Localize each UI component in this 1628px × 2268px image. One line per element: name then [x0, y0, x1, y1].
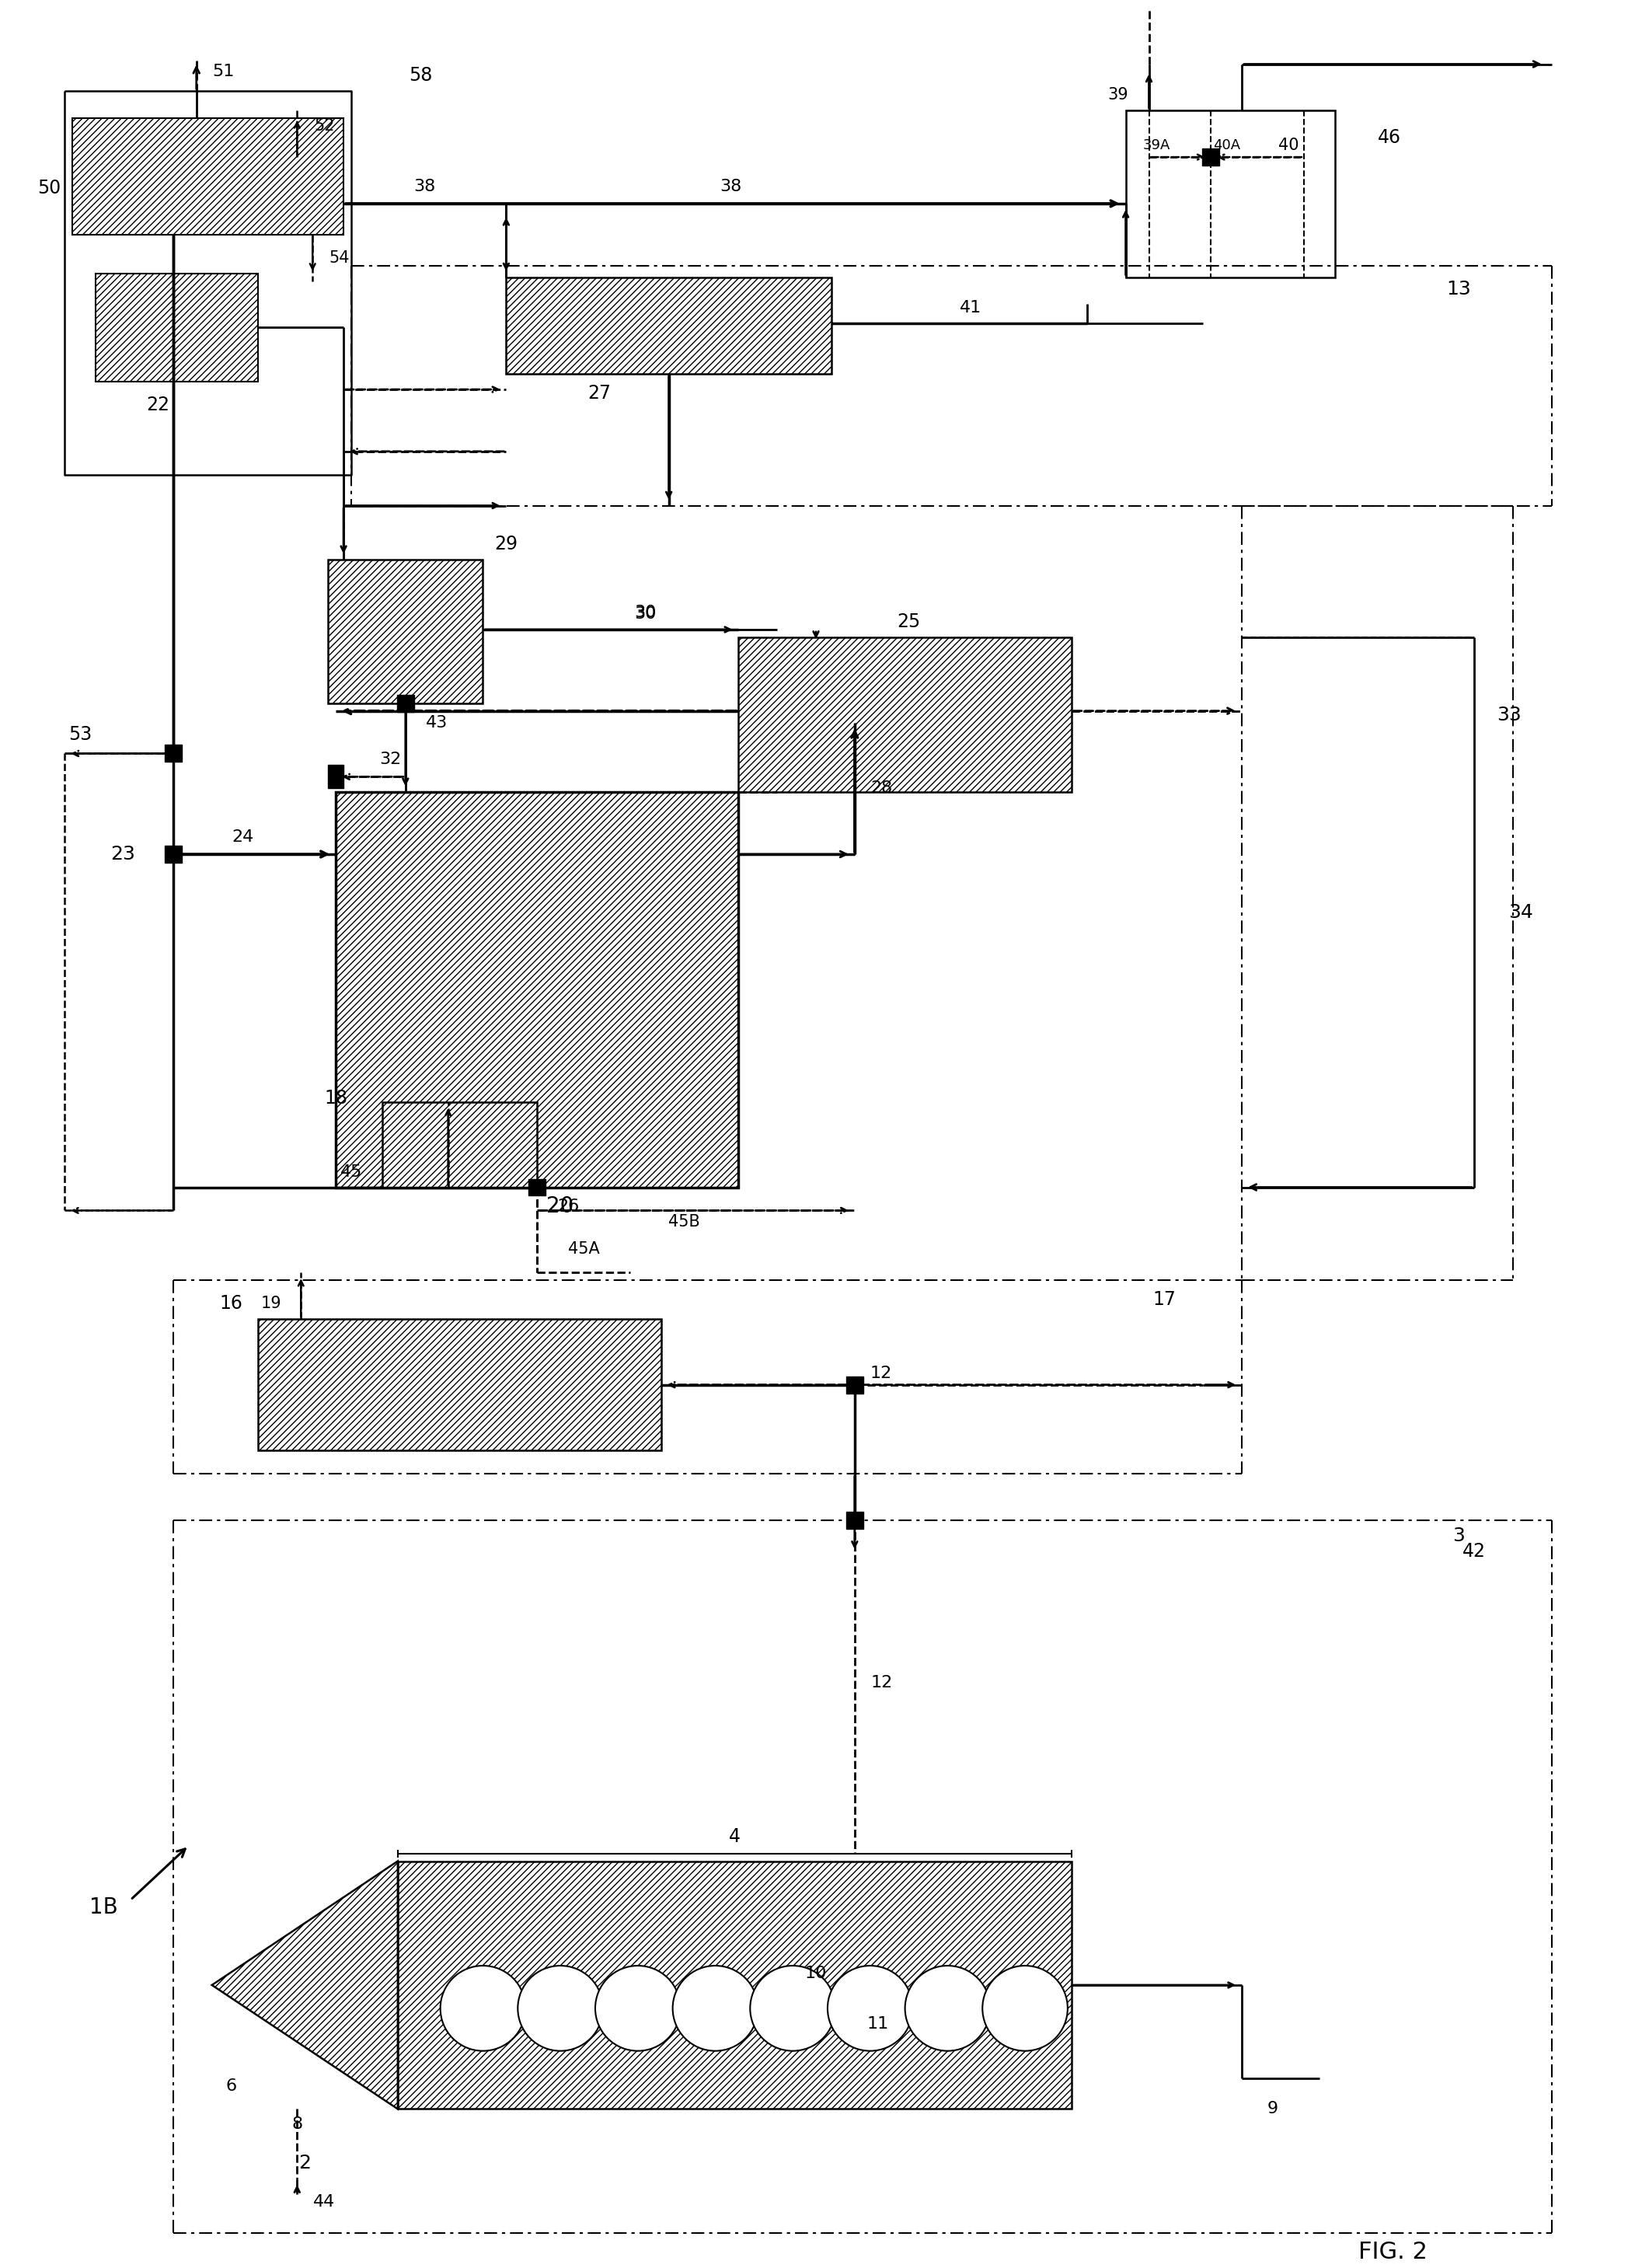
Bar [506, 277, 832, 374]
Bar [739, 637, 1071, 792]
Bar [164, 744, 182, 762]
Text: 30: 30 [635, 606, 656, 621]
Text: 20: 20 [547, 1195, 575, 1218]
Polygon shape [212, 1862, 397, 2109]
Bar [329, 764, 344, 789]
Bar [329, 560, 484, 703]
Text: 53: 53 [68, 726, 93, 744]
Text: 39: 39 [1107, 88, 1128, 102]
Bar [96, 272, 259, 381]
Text: 6: 6 [226, 2077, 236, 2093]
Text: 1B: 1B [90, 1896, 117, 1919]
Text: 51: 51 [213, 64, 234, 79]
Text: 38: 38 [720, 179, 742, 195]
Text: 28: 28 [871, 780, 892, 796]
Text: 43: 43 [425, 714, 448, 730]
Text: 12: 12 [871, 1676, 892, 1690]
Bar [259, 1320, 661, 1452]
Text: 13: 13 [1446, 279, 1472, 297]
Text: 33: 33 [1496, 705, 1522, 723]
Text: 26: 26 [557, 1200, 580, 1213]
Bar [335, 792, 739, 1186]
Text: 40A: 40A [1213, 138, 1241, 152]
Text: 23: 23 [111, 846, 135, 864]
Text: 42: 42 [1462, 1542, 1486, 1560]
Text: 46: 46 [1377, 129, 1400, 147]
Circle shape [982, 1966, 1068, 2050]
Bar [1203, 147, 1219, 166]
Text: 12: 12 [869, 1365, 892, 1381]
Text: FIG. 2: FIG. 2 [1358, 2241, 1428, 2263]
Text: 27: 27 [588, 383, 610, 404]
Text: 45: 45 [340, 1163, 363, 1179]
Bar [847, 1513, 863, 1529]
Text: 16: 16 [220, 1295, 243, 1313]
Text: 3: 3 [1452, 1526, 1465, 1545]
Text: 17: 17 [1153, 1290, 1175, 1309]
Text: 19: 19 [260, 1295, 282, 1311]
Circle shape [518, 1966, 602, 2050]
Text: 34: 34 [1508, 903, 1534, 921]
Bar [397, 1862, 1071, 2109]
Text: 2: 2 [298, 2155, 311, 2173]
Circle shape [440, 1966, 526, 2050]
Text: 58: 58 [409, 66, 433, 86]
Text: 52: 52 [314, 118, 334, 134]
Circle shape [905, 1966, 990, 2050]
Text: 32: 32 [379, 753, 400, 767]
Bar [383, 1102, 537, 1186]
Text: 9: 9 [1267, 2100, 1278, 2116]
Text: 54: 54 [329, 249, 350, 265]
Bar [1125, 111, 1335, 277]
Text: 8: 8 [291, 2116, 303, 2132]
Text: 25: 25 [897, 612, 920, 631]
Text: 40: 40 [1278, 138, 1299, 154]
Circle shape [751, 1966, 835, 2050]
Text: 24: 24 [231, 830, 254, 846]
Bar [73, 118, 344, 234]
Circle shape [672, 1966, 759, 2050]
Text: 18: 18 [324, 1089, 347, 1107]
Bar [164, 846, 182, 862]
Text: 50: 50 [37, 179, 60, 197]
Text: 22: 22 [147, 395, 169, 415]
Text: 38: 38 [414, 179, 436, 195]
Text: 45A: 45A [568, 1241, 599, 1256]
Text: 39A: 39A [1143, 138, 1171, 152]
Bar [397, 694, 414, 712]
Bar [847, 1377, 863, 1393]
Circle shape [596, 1966, 681, 2050]
Text: 45B: 45B [669, 1213, 700, 1229]
Text: 44: 44 [313, 2193, 335, 2209]
Text: 41: 41 [961, 299, 982, 315]
Bar [529, 1179, 545, 1195]
Circle shape [827, 1966, 913, 2050]
Text: 4: 4 [729, 1828, 741, 1846]
Text: 29: 29 [495, 535, 518, 553]
Text: 30: 30 [635, 606, 656, 619]
Text: 10: 10 [804, 1966, 827, 1982]
Text: 11: 11 [868, 2016, 889, 2032]
